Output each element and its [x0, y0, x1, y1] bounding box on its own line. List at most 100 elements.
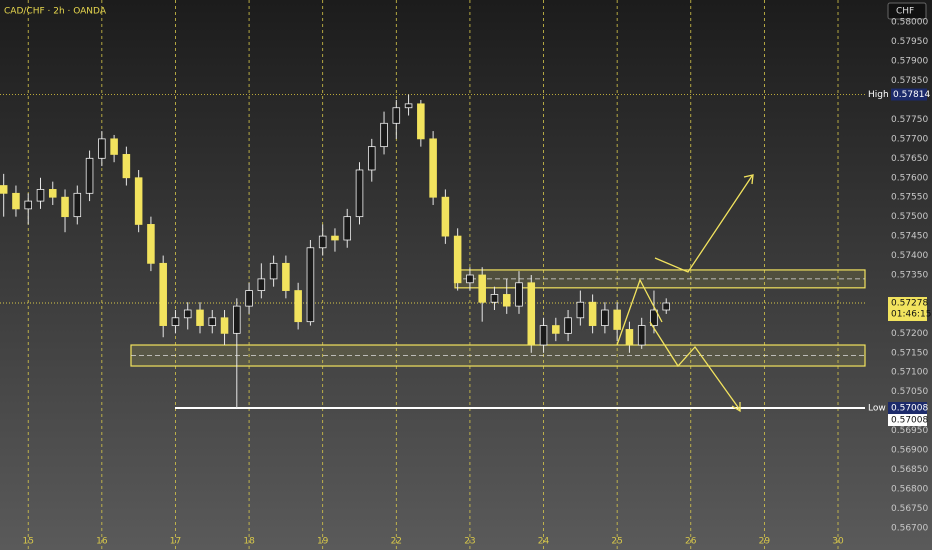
candle-body	[650, 309, 658, 326]
candle-body	[183, 309, 192, 319]
y-tick-label: 0.57450	[891, 232, 928, 242]
candle-body	[564, 317, 572, 334]
candle-body	[490, 294, 499, 303]
y-tick-label: 0.57850	[891, 76, 928, 86]
candle-body	[110, 138, 118, 155]
high-value: 0.57814	[893, 90, 930, 100]
y-tick-label: 0.57100	[891, 368, 928, 378]
candle-body	[294, 290, 302, 323]
symbol-title: CAD/CHF · 2h · OANDA	[4, 7, 107, 17]
candle-body	[220, 317, 229, 334]
y-tick-label: 0.56950	[891, 426, 928, 436]
y-tick-label: 0.57900	[891, 57, 928, 67]
y-tick-label: 0.57200	[891, 329, 928, 339]
candle-body	[257, 278, 266, 291]
arrow-head	[731, 402, 741, 413]
y-tick-label: 0.57150	[891, 348, 928, 358]
x-tick-label: 18	[243, 537, 255, 547]
candle-body	[429, 138, 437, 198]
arrow-path	[616, 278, 663, 346]
candle-body	[306, 247, 315, 323]
y-tick-label: 0.57500	[891, 212, 928, 222]
candle-body	[208, 317, 217, 326]
projection-arrows	[616, 174, 754, 413]
candle-body	[478, 274, 486, 303]
candle-body	[588, 301, 597, 326]
candle-body	[637, 325, 646, 346]
candle-body	[613, 309, 621, 330]
x-tick-label: 26	[685, 537, 697, 547]
x-tick-label: 29	[759, 537, 771, 547]
x-tick-label: 30	[832, 537, 844, 547]
candle-body	[36, 189, 45, 202]
zone	[130, 344, 866, 367]
y-tick-label: 0.57050	[891, 387, 928, 397]
candle-body	[466, 274, 474, 284]
candle-body	[392, 107, 401, 124]
y-tick-label: 0.57400	[891, 251, 928, 261]
currency: CHF	[896, 7, 914, 17]
candle-body	[318, 235, 327, 249]
high-value-box	[891, 88, 927, 101]
arrow-down	[649, 321, 741, 411]
currency-box	[887, 2, 927, 20]
x-tick-label: 19	[317, 537, 329, 547]
low-value-box	[888, 402, 927, 415]
candle-body	[85, 157, 94, 194]
y-tick-label: 0.57350	[891, 271, 928, 281]
candle-body	[331, 235, 339, 241]
candle-body	[441, 196, 450, 237]
y-tick-label: 0.56850	[891, 465, 928, 475]
candle-body	[122, 154, 131, 179]
arrow-head	[743, 174, 754, 185]
candle-body	[196, 309, 204, 326]
y-tick-label: 0.58000	[891, 18, 928, 28]
y-tick-label: 0.57950	[891, 37, 928, 47]
candle-body	[355, 169, 364, 218]
candle-body	[48, 189, 57, 198]
high-label: High	[868, 90, 889, 100]
y-tick-label: 0.57700	[891, 134, 928, 144]
candle-body	[515, 282, 523, 307]
candle-body	[24, 200, 32, 210]
y-tick-label: 0.57650	[891, 154, 928, 164]
x-tick-label: 15	[22, 537, 33, 547]
candle-body	[245, 290, 253, 307]
y-tick-label: 0.57750	[891, 115, 928, 125]
countdown: 01:46:15	[891, 310, 931, 320]
candle-body	[343, 216, 352, 241]
candle-body	[12, 192, 20, 210]
y-tick-label: 0.57600	[891, 173, 928, 183]
last-price: 0.57278	[891, 299, 928, 309]
candle-body	[147, 224, 155, 264]
candle-body	[0, 185, 8, 194]
candle-body	[552, 325, 560, 334]
candle-body	[171, 317, 180, 326]
x-tick-label: 25	[611, 537, 622, 547]
arrow-up	[654, 175, 753, 273]
candle-body	[527, 282, 536, 346]
y-tick-label: 0.56700	[891, 523, 928, 533]
candle-body	[601, 309, 609, 326]
candle-body	[576, 301, 585, 319]
candle-body	[539, 325, 548, 346]
candle-body	[282, 262, 290, 291]
y-tick-label: 0.56800	[891, 484, 928, 494]
candle-body	[380, 122, 388, 148]
y-tick-label: 0.56900	[891, 446, 928, 456]
candle-body	[269, 262, 278, 280]
candle-body	[61, 196, 69, 218]
x-tick-label: 24	[538, 537, 550, 547]
candle-body	[404, 103, 413, 109]
low-label: Low	[868, 404, 886, 414]
candle-body	[98, 138, 106, 159]
candle-body	[73, 192, 82, 218]
x-tick-label: 23	[464, 537, 475, 547]
low-value: 0.57008	[891, 404, 928, 414]
candle-body	[367, 146, 376, 171]
candle-body	[662, 302, 671, 311]
low-value-2: 0.57008	[891, 416, 928, 426]
x-tick-label: 17	[170, 537, 181, 547]
